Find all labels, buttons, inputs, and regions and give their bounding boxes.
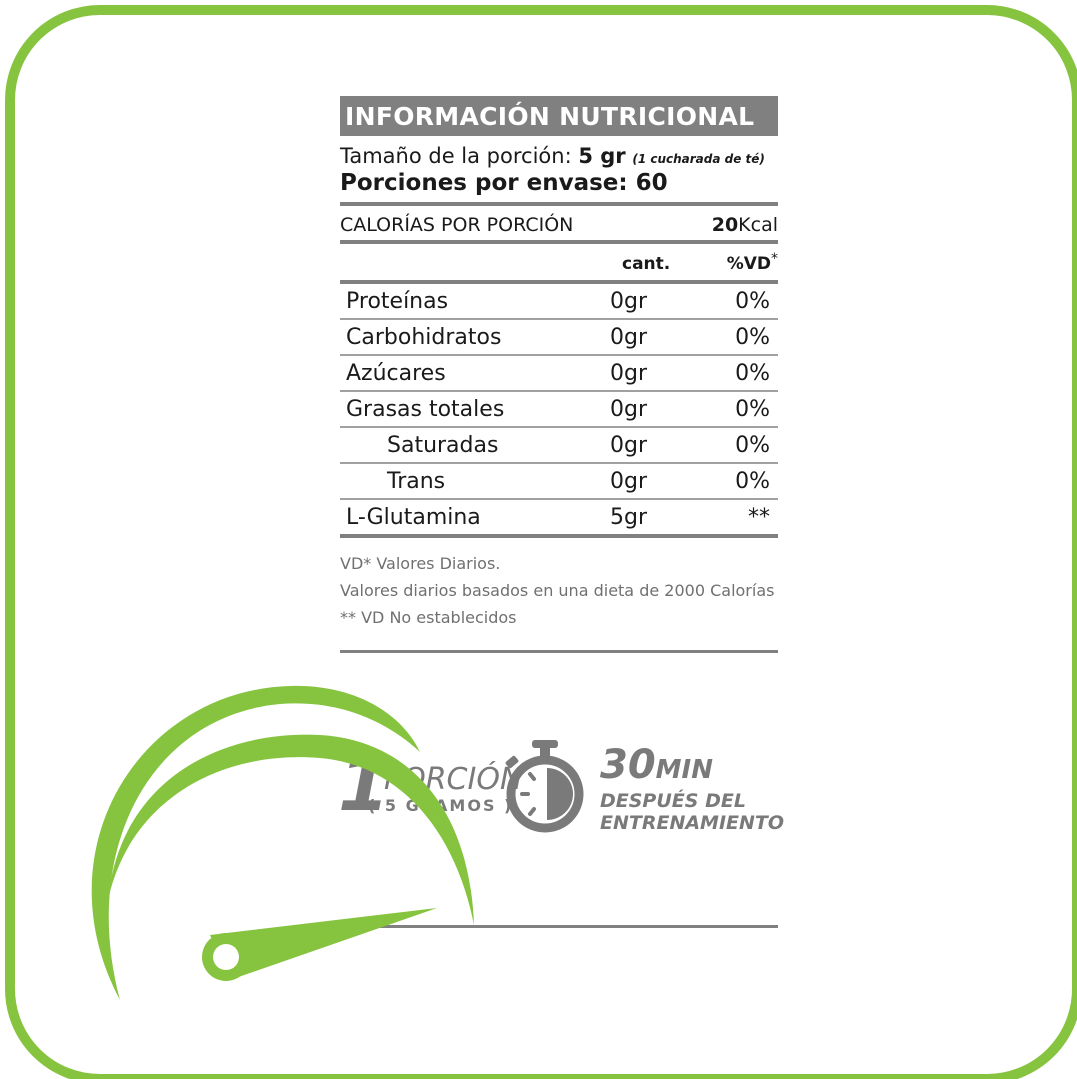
divider <box>340 534 778 538</box>
nutrient-row: L-Glutamina 5gr ** <box>340 500 778 534</box>
label-title: INFORMACIÓN NUTRICIONAL <box>340 96 778 136</box>
divider <box>340 240 778 244</box>
nutrient-amount: 0gr <box>610 289 648 314</box>
time-value: 30 <box>600 742 656 788</box>
serving-value: 5 gr <box>578 144 626 168</box>
nutrient-row: Grasas totales 0gr 0% <box>340 392 778 426</box>
nutrient-row: Proteínas 0gr 0% <box>340 284 778 318</box>
calories-row: CALORÍAS POR PORCIÓN 20Kcal <box>340 206 778 240</box>
nutrient-name: Trans <box>387 469 446 494</box>
nutrient-dv: 0% <box>735 397 770 422</box>
green-rounded-frame <box>5 5 1077 1079</box>
nutrient-amount: 0gr <box>610 325 648 350</box>
footnote: Valores diarios basados en una dieta de … <box>340 581 775 600</box>
footnotes: VD* Valores Diarios. Valores diarios bas… <box>340 550 778 631</box>
nutrient-row: Trans 0gr 0% <box>340 464 778 498</box>
time-unit: MIN <box>655 755 713 785</box>
nutrient-row: Azúcares 0gr 0% <box>340 356 778 390</box>
stopwatch-icon <box>505 740 584 833</box>
nutrient-row: Carbohidratos 0gr 0% <box>340 320 778 354</box>
nutrient-name: Carbohidratos <box>346 325 502 350</box>
nutrient-amount: 0gr <box>610 397 648 422</box>
footnote: VD* Valores Diarios. <box>340 554 501 573</box>
nutrient-dv: 0% <box>735 361 770 386</box>
time-line1: DESPUÉS DEL <box>600 790 746 812</box>
nutrient-amount: 5gr <box>610 505 648 530</box>
row-divider <box>340 354 778 356</box>
nutrient-dv: 0% <box>735 433 770 458</box>
col-amount: cant. <box>622 254 671 274</box>
nutrient-dv: 0% <box>735 325 770 350</box>
nutrient-name: Saturadas <box>387 433 499 458</box>
col-dv: %VD* <box>722 244 778 280</box>
divider <box>340 650 778 653</box>
row-divider <box>340 426 778 428</box>
nutrient-amount: 0gr <box>610 469 648 494</box>
col-dv-mark: * <box>771 251 778 267</box>
time-line2: ENTRENAMIENTO <box>600 812 785 834</box>
nutrient-dv: 0% <box>735 289 770 314</box>
calories-value: 20 <box>711 214 739 236</box>
divider <box>340 280 778 284</box>
row-divider <box>340 462 778 464</box>
nutrient-name: Proteínas <box>346 289 449 314</box>
nutrient-name: Grasas totales <box>346 397 505 422</box>
nutrition-facts-label: INFORMACIÓN NUTRICIONAL Tamaño de la por… <box>340 96 778 631</box>
time-description: DESPUÉS DEL ENTRENAMIENTO <box>600 790 784 834</box>
footnote: ** VD No establecidos <box>340 608 517 627</box>
nutrient-name: Azúcares <box>346 361 446 386</box>
nutrient-amount: 0gr <box>610 361 648 386</box>
calories-label: CALORÍAS POR PORCIÓN <box>340 214 574 236</box>
nutrient-dv: ** <box>748 505 770 530</box>
row-divider <box>340 390 778 392</box>
calories-unit: Kcal <box>738 214 778 236</box>
row-divider <box>340 498 778 500</box>
serving-prefix: Tamaño de la porción: <box>340 144 579 168</box>
divider <box>340 925 778 928</box>
portion-grams: ( 5 GRAMOS ) <box>368 796 514 815</box>
nutrient-amount: 0gr <box>610 433 648 458</box>
serving-size: Tamaño de la porción: 5 gr (1 cucharada … <box>340 144 778 168</box>
nutrient-name: L-Glutamina <box>346 505 481 530</box>
calories-amount: 20Kcal <box>712 206 778 240</box>
serving-note: (1 cucharada de té) <box>632 152 765 166</box>
portions-per-container: Porciones por envase: 60 <box>340 170 668 196</box>
nutrient-dv: 0% <box>735 469 770 494</box>
col-dv-text: %VD <box>726 254 771 274</box>
nutrient-row: Saturadas 0gr 0% <box>340 428 778 462</box>
time-amount: 30MIN <box>600 742 713 788</box>
nutrient-rows: Proteínas 0gr 0% Carbohidratos 0gr 0% Azúcares… <box>340 284 778 534</box>
divider <box>340 202 778 206</box>
column-headers: cant. %VD* <box>340 244 778 280</box>
row-divider <box>340 318 778 320</box>
